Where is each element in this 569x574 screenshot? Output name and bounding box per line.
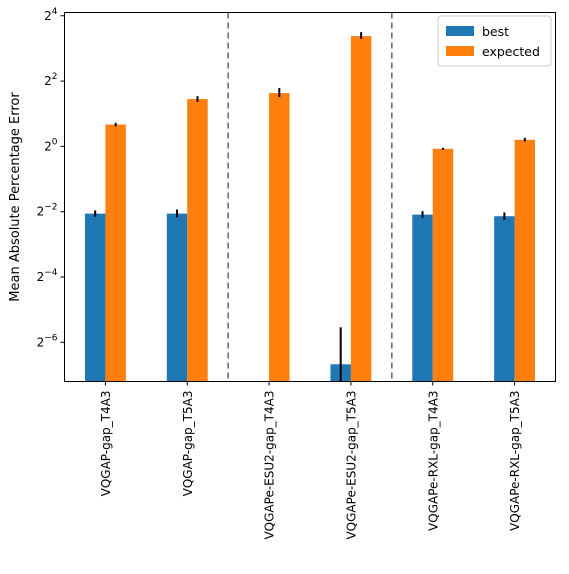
legend-swatch-expected <box>446 46 474 56</box>
y-tick-label: 24 <box>44 7 58 23</box>
plot-frame <box>64 12 556 382</box>
x-tick-label: VQGAPe-RXL-gap_T5A3 <box>508 391 522 531</box>
x-tick-label: VQGAP-gap_T5A3 <box>181 391 195 497</box>
bar-best <box>84 213 106 382</box>
legend-swatch-best <box>446 26 474 36</box>
y-tick-label: 22 <box>44 72 57 88</box>
bar-expected <box>514 139 536 382</box>
bar-best <box>412 214 433 382</box>
bar-expected <box>187 99 208 382</box>
y-tick-label: 2−4 <box>37 268 58 284</box>
y-tick-label: 2−2 <box>37 203 58 219</box>
bar-expected <box>432 148 454 382</box>
y-tick-label: 2−6 <box>37 333 58 349</box>
legend: best expected <box>437 15 552 67</box>
bar-expected <box>105 124 126 382</box>
x-tick-label: VQGAPe-ESU2-gap_T5A3 <box>344 391 358 540</box>
bar-expected <box>350 36 372 382</box>
y-axis-label: Mean Absolute Percentage Error <box>8 92 23 302</box>
y-tick-label: 20 <box>44 137 58 153</box>
x-tick-label: VQGAP-gap_T4A3 <box>99 391 113 497</box>
x-tick-label: VQGAPe-ESU2-gap_T4A3 <box>263 391 277 540</box>
legend-label-expected: expected <box>482 44 540 59</box>
bar-best <box>494 216 515 382</box>
x-tick-label: VQGAPe-RXL-gap_T4A3 <box>426 391 440 531</box>
bar-best <box>166 213 188 382</box>
bar-expected <box>269 93 290 382</box>
legend-label-best: best <box>482 24 509 39</box>
